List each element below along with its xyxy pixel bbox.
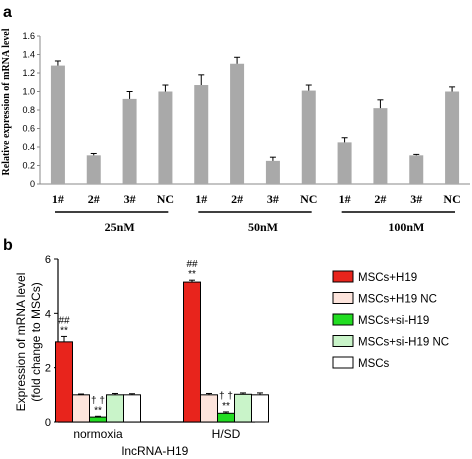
legend-swatch bbox=[333, 271, 353, 282]
panel-b-ytick-label: 0 bbox=[45, 417, 51, 429]
panel-a-ytick-label: 1.2 bbox=[22, 68, 35, 78]
panel-a-bar bbox=[87, 155, 101, 184]
panel-a-ytick-label: 0 bbox=[30, 179, 35, 189]
legend-label: MSCs+H19 NC bbox=[358, 294, 437, 306]
panel-a-category-label: 1# bbox=[195, 192, 207, 206]
panel-a-group-label: 50nM bbox=[248, 220, 278, 234]
panel-a-category-label: NC bbox=[300, 192, 317, 206]
panel-b-category-label: H/SD bbox=[212, 427, 241, 441]
legend-label: MSCs+si-H19 NC bbox=[358, 337, 449, 349]
legend-swatch bbox=[333, 314, 353, 325]
legend-swatch bbox=[333, 293, 353, 304]
panel-a-ytick-label: 0.8 bbox=[22, 105, 35, 115]
panel-a-category-label: NC bbox=[443, 192, 460, 206]
panel-a-group-label: 25nM bbox=[105, 220, 135, 234]
panel-a-ytick-label: 1.6 bbox=[22, 31, 35, 41]
panel-b-ylabel-line1: Expression of mRNA level bbox=[14, 273, 28, 412]
panel-a-group-label: 100nM bbox=[388, 220, 424, 234]
legend-swatch bbox=[333, 336, 353, 347]
panel-a-category-label: 1# bbox=[52, 192, 64, 206]
panel-b-bar bbox=[235, 394, 252, 422]
panel-b-ytick-label: 2 bbox=[45, 363, 51, 375]
panel-b-ytick-label: 6 bbox=[45, 254, 51, 266]
panel-a-bar bbox=[266, 161, 280, 184]
legend-label: MSCs bbox=[358, 358, 390, 370]
panel-b-bar bbox=[56, 342, 73, 422]
legend-swatch bbox=[333, 357, 353, 368]
panel-a-category-label: 2# bbox=[374, 192, 386, 206]
panel-b-ylabel-line2: (fold change to MSCs) bbox=[29, 282, 43, 401]
panel-a-ytick-label: 1.4 bbox=[22, 50, 35, 60]
panel-a-category-label: 1# bbox=[339, 192, 351, 206]
panel-a-ytick-label: 0.6 bbox=[22, 124, 35, 134]
panel-a-ylabel: Relative expression of mRNA level bbox=[1, 28, 12, 175]
panel-a-bar bbox=[338, 142, 352, 184]
legend-label: MSCs+H19 bbox=[358, 272, 417, 284]
panel-b-significance-mark: ** bbox=[222, 401, 230, 412]
panel-a-letter: a bbox=[3, 4, 12, 21]
panel-b-xlabel: lncRNA-H19 bbox=[122, 444, 189, 458]
panel-a-bar bbox=[445, 92, 459, 185]
panel-a-bar bbox=[194, 85, 208, 184]
panel-b-bar bbox=[184, 282, 201, 422]
panel-a-bar bbox=[123, 99, 137, 184]
panel-a-category-label: 3# bbox=[267, 192, 279, 206]
panel-b-bar bbox=[107, 395, 124, 422]
panel-a-category-label: 2# bbox=[88, 192, 100, 206]
panel-b-bar bbox=[90, 417, 107, 422]
panel-a-bar bbox=[51, 66, 65, 184]
panel-a-ytick-label: 0.4 bbox=[22, 142, 35, 152]
panel-a-bar bbox=[158, 92, 172, 185]
panel-b-significance-mark: ** bbox=[94, 405, 102, 416]
panel-b-bar bbox=[73, 395, 90, 422]
legend-label: MSCs+si-H19 bbox=[358, 315, 429, 327]
panel-a-category-label: NC bbox=[157, 192, 174, 206]
panel-b-significance-mark: ** bbox=[188, 269, 196, 280]
panel-b-ytick-label: 4 bbox=[45, 308, 51, 320]
panel-a-bar bbox=[230, 64, 244, 184]
panel-a-chart: 0 0.2 0.4 0.6 0.8 1.0 1.2 1.4 1.6 1# 2# 3# NC 25nM 1# 2… bbox=[22, 31, 470, 234]
panel-b-bar bbox=[124, 395, 141, 422]
panel-b-category-label: normoxia bbox=[73, 427, 123, 441]
panel-a-ytick-label: 0.2 bbox=[22, 161, 35, 171]
panel-a-bar bbox=[373, 108, 387, 184]
panel-a-ytick-label: 1.0 bbox=[22, 87, 35, 97]
panel-b-bar bbox=[218, 413, 235, 422]
panel-b-legend: MSCs+H19 MSCs+H19 NC MSCs+si-H19 MSCs+si-H1… bbox=[333, 271, 449, 370]
panel-b-bar bbox=[252, 395, 269, 422]
panel-a-category-label: 3# bbox=[410, 192, 422, 206]
panel-a-category-label: 3# bbox=[124, 192, 136, 206]
panel-a-bar bbox=[409, 155, 423, 184]
panel-a-category-label: 2# bbox=[231, 192, 243, 206]
panel-b-significance-mark: ** bbox=[60, 325, 68, 336]
panel-b-bar bbox=[201, 395, 218, 422]
panel-a-bar bbox=[302, 91, 316, 184]
panel-b-letter: b bbox=[3, 237, 13, 254]
